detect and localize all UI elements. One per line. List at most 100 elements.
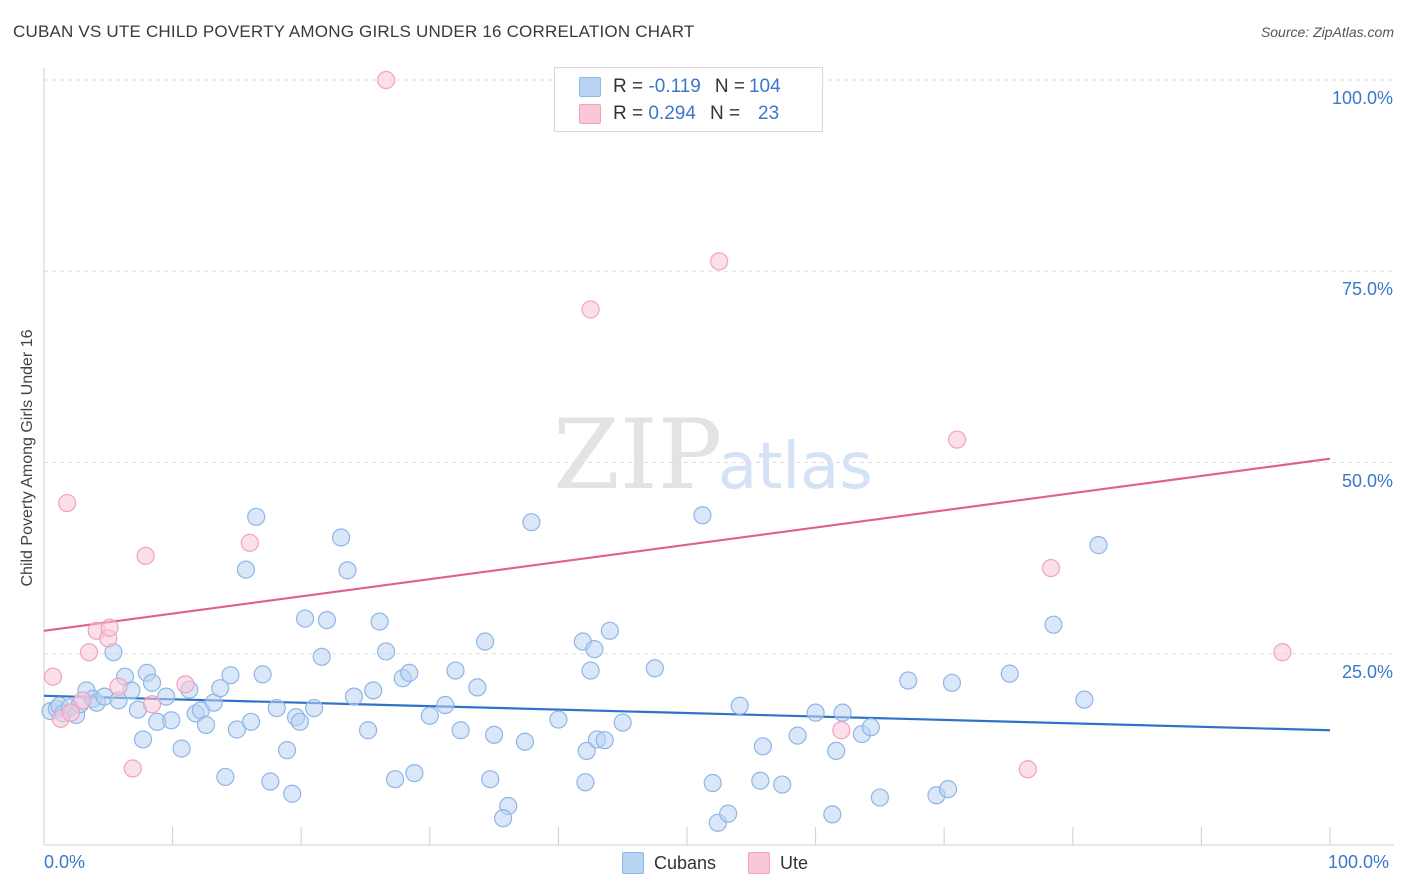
legend-r-value: -0.119	[648, 76, 701, 97]
point-ute	[73, 691, 92, 710]
point-ute	[109, 677, 128, 696]
point-cubans	[133, 730, 153, 749]
point-cubans	[211, 679, 230, 698]
point-ute	[581, 300, 600, 319]
point-cubans	[549, 710, 568, 729]
source-label: Source: ZipAtlas.com	[1260, 24, 1394, 40]
point-ute	[142, 695, 162, 714]
point-cubans	[1000, 664, 1019, 683]
point-ute	[136, 546, 155, 565]
point-cubans	[942, 673, 962, 692]
point-cubans	[142, 673, 162, 692]
point-cubans	[585, 640, 604, 659]
point-cubans	[451, 721, 470, 740]
legend-n-label: N =	[714, 76, 745, 97]
y-tick-label: 100.0%	[1331, 88, 1393, 108]
point-ute	[710, 252, 729, 271]
point-cubans	[645, 659, 664, 678]
x-tick-label-max: 100.0%	[1328, 852, 1390, 872]
series-label-cubans: Cubans	[654, 852, 717, 873]
point-cubans	[295, 609, 315, 628]
legend-n-value: 104	[748, 76, 781, 97]
point-cubans	[1075, 690, 1094, 709]
point-cubans	[420, 706, 439, 725]
point-cubans	[485, 725, 504, 744]
watermark-atlas: atlas	[718, 430, 873, 504]
series-legend-item-ute[interactable]: Ute	[748, 852, 808, 874]
point-cubans	[227, 720, 246, 739]
point-cubans	[172, 739, 191, 758]
point-cubans	[693, 506, 712, 525]
chart-title: CUBAN VS UTE CHILD POVERTY AMONG GIRLS U…	[13, 22, 695, 41]
point-cubans	[595, 731, 614, 750]
point-cubans	[247, 507, 266, 526]
point-cubans	[788, 726, 807, 745]
point-cubans	[221, 666, 240, 685]
series-label-ute: Ute	[780, 852, 809, 873]
point-cubans	[338, 561, 357, 580]
watermark-zip: ZIP	[553, 399, 722, 511]
legend-n-label: N =	[709, 103, 741, 124]
point-cubans	[870, 788, 890, 807]
point-ute	[58, 493, 77, 513]
point-cubans	[400, 663, 419, 682]
series-ute	[43, 70, 1292, 779]
point-cubans	[364, 681, 383, 700]
legend-r-label: R =	[613, 103, 644, 124]
point-cubans	[241, 712, 261, 731]
point-cubans	[331, 528, 351, 547]
point-cubans	[515, 732, 535, 751]
point-ute	[100, 618, 119, 637]
point-cubans	[1044, 615, 1063, 634]
point-cubans	[899, 671, 918, 690]
point-cubans	[261, 772, 280, 791]
point-cubans	[277, 741, 297, 760]
point-cubans	[317, 610, 337, 630]
point-cubans	[823, 805, 842, 824]
point-cubans	[376, 642, 396, 661]
y-tick-label: 50.0%	[1341, 470, 1393, 491]
point-cubans	[827, 741, 846, 761]
point-cubans	[370, 612, 389, 631]
series-swatch-cubans	[622, 852, 644, 874]
point-cubans	[468, 678, 487, 697]
point-cubans	[290, 712, 310, 731]
series-legend-item-cubans[interactable]: Cubans	[622, 852, 716, 874]
point-ute	[947, 430, 967, 449]
point-cubans	[833, 703, 852, 722]
series-cubans	[41, 506, 1108, 832]
point-cubans	[773, 775, 792, 794]
trend-lines	[43, 457, 1331, 732]
legend-n-value: 23	[758, 103, 780, 124]
data-points	[41, 70, 1292, 832]
y-tick-label: 25.0%	[1341, 661, 1393, 682]
point-cubans	[267, 698, 286, 718]
point-cubans	[581, 661, 600, 680]
point-cubans	[162, 711, 181, 730]
point-cubans	[344, 687, 364, 706]
point-cubans	[753, 737, 772, 756]
point-cubans	[613, 713, 632, 732]
point-cubans	[253, 665, 272, 684]
legend-swatch-cubans	[579, 77, 601, 97]
point-cubans	[522, 513, 541, 532]
trend-line-ute	[43, 457, 1331, 632]
trend-line-cubans	[43, 694, 1331, 732]
point-cubans	[719, 804, 738, 823]
point-ute	[79, 643, 99, 662]
point-cubans	[304, 698, 324, 718]
point-cubans	[938, 780, 958, 799]
watermark: ZIP atlas	[553, 399, 873, 511]
point-cubans	[730, 696, 749, 715]
legend-row-ute: R = 0.294 N = 23	[579, 103, 779, 125]
point-cubans	[385, 770, 405, 789]
point-ute	[1041, 558, 1061, 578]
legend-row-cubans: R = -0.119 N = 104	[579, 76, 781, 98]
legend-swatch-ute	[579, 104, 601, 124]
point-cubans	[751, 771, 770, 790]
point-ute	[176, 675, 195, 694]
legend-r-value: 0.294	[648, 103, 696, 124]
point-cubans	[312, 647, 331, 666]
point-cubans	[703, 773, 722, 793]
point-cubans	[157, 687, 176, 706]
